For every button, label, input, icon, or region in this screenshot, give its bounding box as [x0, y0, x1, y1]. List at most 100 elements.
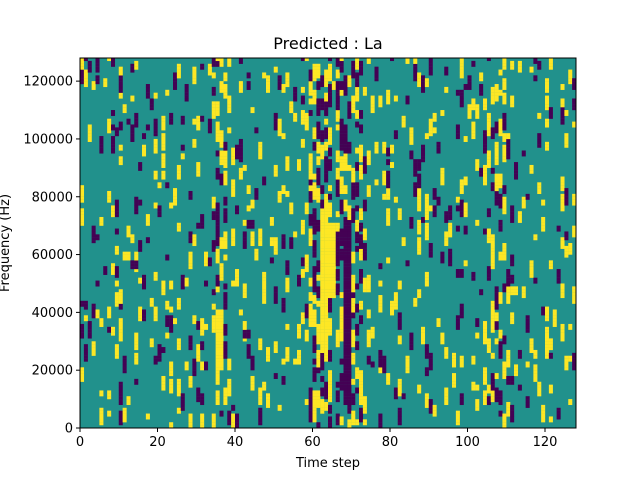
heatmap-cell-low	[556, 225, 561, 229]
heatmap-cell-high	[331, 234, 336, 238]
heatmap-cell-high	[223, 237, 228, 241]
heatmap-cell-high	[312, 318, 317, 322]
heatmap-cell-high	[545, 332, 550, 336]
heatmap-cell-low	[486, 277, 491, 281]
heatmap-cell-high	[169, 364, 174, 368]
heatmap-cell-high	[390, 162, 395, 166]
heatmap-cell-high	[339, 185, 344, 189]
heatmap-cell-low	[223, 211, 228, 215]
x-tick-label: 0	[76, 435, 84, 450]
heatmap-cell-high	[455, 422, 460, 426]
heatmap-cell-high	[405, 355, 410, 359]
heatmap-cell-high	[339, 315, 344, 319]
heatmap-cell-high	[107, 393, 112, 397]
heatmap-cell-high	[215, 110, 220, 114]
heatmap-cell-low	[510, 211, 515, 215]
heatmap-cell-low	[428, 401, 433, 406]
heatmap-cell-low	[390, 58, 395, 62]
heatmap-cell-low	[440, 251, 445, 255]
heatmap-cell-high	[111, 326, 116, 330]
heatmap-cell-high	[277, 130, 282, 134]
heatmap-cell-low	[99, 150, 104, 154]
heatmap-cell-low	[324, 156, 329, 160]
heatmap-cell-high	[572, 199, 577, 203]
heatmap-cell-high	[514, 286, 519, 290]
heatmap-cell-high	[355, 63, 360, 67]
heatmap-cell-low	[506, 138, 511, 142]
heatmap-cell-high	[362, 280, 367, 284]
heatmap-cell-high	[428, 205, 433, 209]
heatmap-cell-high	[211, 199, 216, 203]
heatmap-cell-high	[355, 367, 360, 371]
heatmap-cell-high	[153, 95, 158, 99]
heatmap-cell-low	[343, 133, 348, 137]
heatmap-cell-high	[273, 245, 278, 249]
heatmap-cell-low	[223, 144, 228, 148]
heatmap-cell-low	[455, 208, 460, 212]
heatmap-cell-high	[235, 283, 240, 287]
heatmap-cell-high	[277, 190, 282, 195]
heatmap-cell-low	[359, 413, 364, 417]
heatmap-cell-low	[200, 347, 205, 351]
heatmap-cell-low	[277, 84, 282, 88]
heatmap-cell-high	[486, 231, 491, 235]
heatmap-cell-high	[269, 219, 274, 223]
heatmap-cell-high	[459, 63, 464, 67]
heatmap-cell-low	[455, 130, 460, 134]
heatmap-cell-low	[498, 196, 503, 200]
heatmap-cell-low	[80, 69, 85, 73]
heatmap-cell-high	[219, 141, 224, 145]
heatmap-cell-low	[347, 225, 352, 229]
heatmap-cell-high	[196, 167, 201, 171]
heatmap-cell-low	[196, 321, 201, 325]
heatmap-cell-low	[215, 237, 220, 241]
heatmap-cell-high	[510, 104, 515, 108]
heatmap-cell-low	[455, 92, 460, 96]
heatmap-cell-low	[324, 136, 329, 140]
heatmap-cell-low	[300, 260, 305, 264]
heatmap-cell-high	[328, 133, 333, 137]
heatmap-cell-high	[529, 344, 534, 348]
heatmap-cell-high	[320, 286, 325, 290]
heatmap-cell-high	[483, 167, 488, 171]
heatmap-cell-high	[355, 112, 360, 116]
heatmap-cell-high	[219, 326, 224, 330]
heatmap-cell-low	[359, 240, 364, 244]
heatmap-cell-low	[215, 150, 220, 154]
heatmap-cell-low	[486, 396, 491, 400]
heatmap-cell-low	[215, 176, 220, 180]
heatmap-cell-low	[328, 404, 333, 408]
heatmap-cell-high	[382, 147, 387, 151]
heatmap-cell-high	[452, 384, 457, 388]
heatmap-cell-high	[417, 199, 422, 203]
heatmap-cell-high	[545, 95, 550, 99]
heatmap-cell-high	[219, 60, 224, 64]
heatmap-cell-low	[293, 89, 298, 93]
heatmap-cell-high	[328, 208, 333, 212]
heatmap-cell-low	[564, 193, 569, 197]
heatmap-cell-high	[517, 219, 522, 223]
heatmap-cell-high	[521, 196, 526, 200]
heatmap-cell-high	[114, 347, 119, 351]
heatmap-cell-low	[320, 205, 325, 209]
heatmap-cell-low	[486, 401, 491, 406]
heatmap-cell-low	[510, 407, 515, 411]
heatmap-cell-high	[432, 130, 437, 134]
heatmap-cell-high	[281, 188, 286, 192]
heatmap-cell-high	[173, 318, 178, 322]
heatmap-cell-high	[231, 283, 236, 287]
heatmap-cell-low	[347, 101, 352, 105]
heatmap-cell-high	[312, 188, 317, 192]
heatmap-cell-low	[180, 286, 185, 290]
heatmap-cell-high	[572, 295, 577, 299]
heatmap-cell-high	[219, 344, 224, 348]
heatmap-cell-low	[347, 341, 352, 345]
heatmap-cell-low	[122, 370, 127, 374]
heatmap-cell-low	[328, 407, 333, 411]
heatmap-cell-low	[335, 185, 340, 189]
heatmap-cell-high	[324, 75, 329, 79]
heatmap-cell-low	[378, 352, 383, 356]
heatmap-cell-low	[339, 202, 344, 206]
heatmap-cell-low	[362, 243, 367, 247]
heatmap-cell-low	[343, 81, 348, 85]
